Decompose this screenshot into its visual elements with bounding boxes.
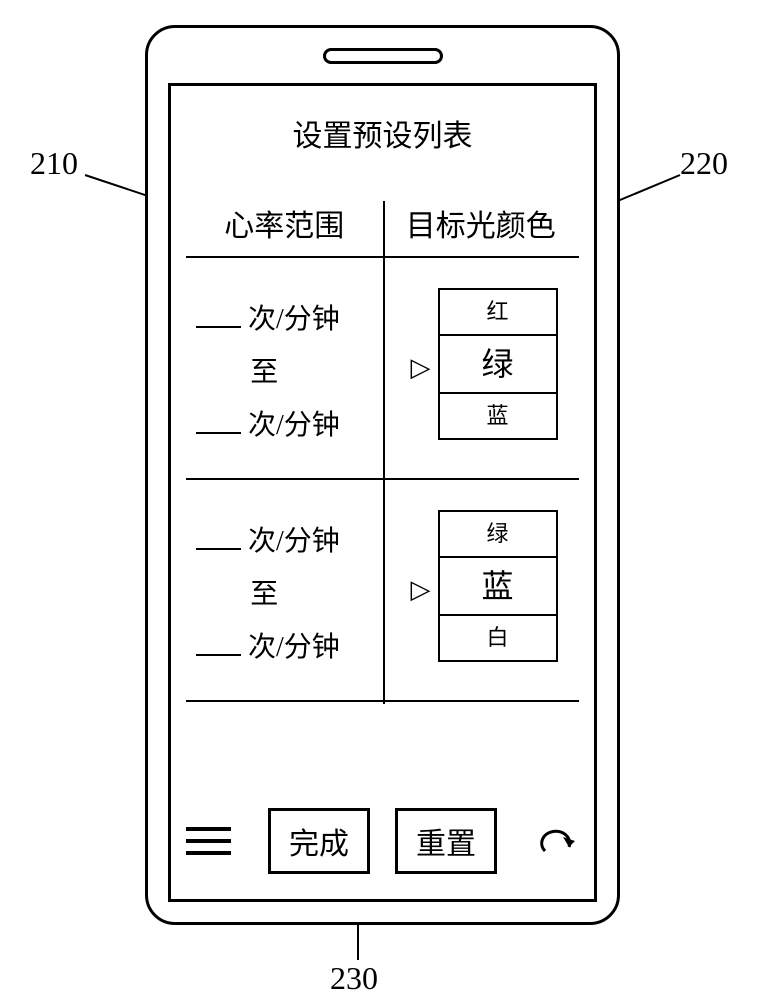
back-arrow-icon[interactable] xyxy=(535,821,579,861)
color-option-selected[interactable]: 绿 xyxy=(438,334,558,394)
hr-unit-label: 次/分钟 xyxy=(248,632,340,663)
hr-max-input[interactable] xyxy=(196,432,241,434)
hr-to-label: 至 xyxy=(196,568,383,621)
color-option[interactable]: 白 xyxy=(438,614,558,662)
hr-unit-label: 次/分钟 xyxy=(248,304,340,335)
hr-unit-label: 次/分钟 xyxy=(248,410,340,441)
hr-unit-label: 次/分钟 xyxy=(248,526,340,557)
hr-min-input[interactable] xyxy=(196,326,241,328)
phone-frame: 设置预设列表 心率范围 目标光颜色 次/分钟 至 xyxy=(145,25,620,925)
toolbar: 完成 重置 xyxy=(186,808,579,874)
screen-title: 设置预设列表 xyxy=(171,86,594,201)
preset-row: 次/分钟 至 次/分钟 ▷ 绿 蓝 白 xyxy=(186,480,579,700)
preset-row: 次/分钟 至 次/分钟 ▷ 红 绿 蓝 xyxy=(186,258,579,478)
color-picker-cell: ▷ 绿 蓝 白 xyxy=(383,480,580,700)
color-option[interactable]: 蓝 xyxy=(438,392,558,440)
hr-max-input[interactable] xyxy=(196,654,241,656)
picker-arrow-icon: ▷ xyxy=(411,575,431,605)
phone-speaker xyxy=(323,48,443,64)
reset-button[interactable]: 重置 xyxy=(395,808,497,874)
done-button[interactable]: 完成 xyxy=(268,808,370,874)
figure-canvas: 210 220 230 设置预设列表 心率范围 目标光颜色 xyxy=(0,0,762,1000)
screen: 设置预设列表 心率范围 目标光颜色 次/分钟 至 xyxy=(168,83,597,902)
color-option[interactable]: 绿 xyxy=(438,510,558,558)
color-option[interactable]: 红 xyxy=(438,288,558,336)
header-heart-rate-range: 心率范围 xyxy=(186,201,383,246)
color-picker-cell: ▷ 红 绿 蓝 xyxy=(383,258,580,478)
hamburger-icon[interactable] xyxy=(186,819,231,863)
heart-rate-range-cell: 次/分钟 至 次/分钟 xyxy=(186,480,383,700)
color-picker[interactable]: 红 绿 蓝 xyxy=(438,288,558,438)
color-picker[interactable]: 绿 蓝 白 xyxy=(438,510,558,660)
heart-rate-range-cell: 次/分钟 至 次/分钟 xyxy=(186,258,383,478)
hr-to-label: 至 xyxy=(196,346,383,399)
hr-min-input[interactable] xyxy=(196,548,241,550)
header-target-light-color: 目标光颜色 xyxy=(383,201,580,246)
color-option-selected[interactable]: 蓝 xyxy=(438,556,558,616)
picker-arrow-icon: ▷ xyxy=(411,353,431,383)
